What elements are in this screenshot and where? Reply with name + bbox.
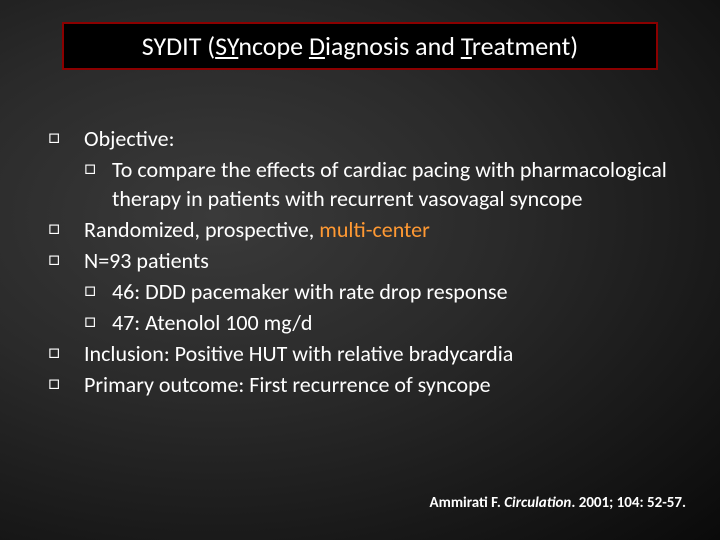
bullet-n93: □ N=93 patients [48,246,672,275]
bullet-text: Objective: [84,124,672,153]
title-u2: D [309,30,325,62]
square-icon: □ [48,246,84,272]
citation-journal: Circulation [504,494,571,512]
title-t1: ncope [238,30,309,62]
citation-rest: . 2001; 104: 52-57. [571,494,686,512]
bullet-ddd: □ 46: DDD pacemaker with rate drop respo… [84,277,672,306]
square-icon: □ [84,308,112,334]
bullet-randomized: □ Randomized, prospective, multi-center [48,215,672,244]
citation-author: Ammirati F. [430,494,505,512]
bullet-text: 46: DDD pacemaker with rate drop respons… [112,277,672,306]
title-t2: iagnosis and [325,30,461,62]
bullet-text: Randomized, prospective, multi-center [84,215,672,244]
title-u3: T [461,30,472,62]
bullet-inclusion: □ Inclusion: Positive HUT with relative … [48,339,672,368]
slide-title: SYDIT (SYncope Diagnosis and Treatment) [142,30,578,62]
bullet-primary-outcome: □ Primary outcome: First recurrence of s… [48,370,672,399]
square-icon: □ [48,370,84,396]
title-box: SYDIT (SYncope Diagnosis and Treatment) [62,22,658,70]
randomized-pre: Randomized, prospective, [84,216,319,243]
title-t3: reatment) [472,30,578,62]
square-icon: □ [84,277,112,303]
bullet-atenolol: □ 47: Atenolol 100 mg/d [84,308,672,337]
square-icon: □ [48,124,84,150]
title-prefix: SYDIT ( [142,30,215,62]
citation: Ammirati F. Circulation. 2001; 104: 52-5… [430,494,686,512]
title-u1: SY [215,30,238,62]
content-area: □ Objective: □ To compare the effects of… [48,124,672,401]
bullet-text: 47: Atenolol 100 mg/d [112,308,672,337]
bullet-objective-sub: □ To compare the effects of cardiac paci… [84,155,672,213]
multi-center-highlight: multi-center [319,216,430,243]
bullet-text: Primary outcome: First recurrence of syn… [84,370,672,399]
bullet-text: Inclusion: Positive HUT with relative br… [84,339,672,368]
bullet-objective: □ Objective: [48,124,672,153]
bullet-text: To compare the effects of cardiac pacing… [112,155,672,213]
square-icon: □ [84,155,112,181]
bullet-text: N=93 patients [84,246,672,275]
square-icon: □ [48,339,84,365]
square-icon: □ [48,215,84,241]
